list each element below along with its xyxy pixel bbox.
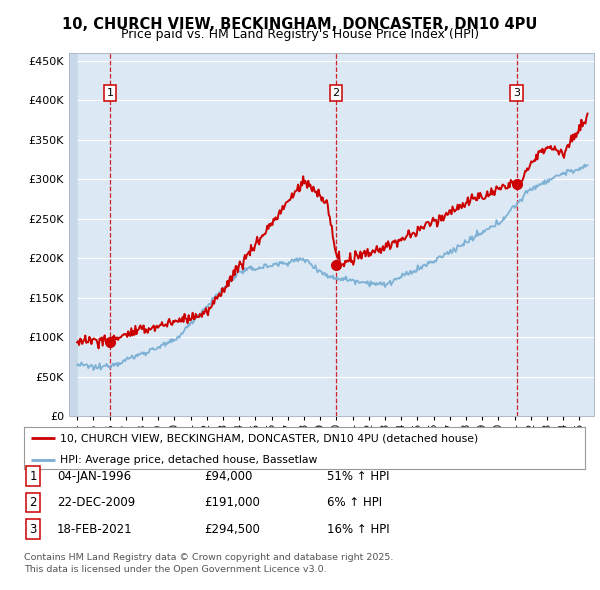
Text: 1: 1: [29, 470, 37, 483]
Text: £94,000: £94,000: [204, 470, 253, 483]
Text: 3: 3: [29, 523, 37, 536]
Text: 18-FEB-2021: 18-FEB-2021: [57, 523, 133, 536]
Text: 51% ↑ HPI: 51% ↑ HPI: [327, 470, 389, 483]
Text: 3: 3: [513, 88, 520, 98]
Text: 22-DEC-2009: 22-DEC-2009: [57, 496, 135, 509]
Text: 6% ↑ HPI: 6% ↑ HPI: [327, 496, 382, 509]
Text: Contains HM Land Registry data © Crown copyright and database right 2025.
This d: Contains HM Land Registry data © Crown c…: [24, 553, 394, 574]
Text: HPI: Average price, detached house, Bassetlaw: HPI: Average price, detached house, Bass…: [60, 455, 317, 465]
Text: 04-JAN-1996: 04-JAN-1996: [57, 470, 131, 483]
Bar: [69, 53, 77, 416]
Text: 1: 1: [107, 88, 113, 98]
Text: Price paid vs. HM Land Registry's House Price Index (HPI): Price paid vs. HM Land Registry's House …: [121, 28, 479, 41]
Text: 16% ↑ HPI: 16% ↑ HPI: [327, 523, 389, 536]
Text: 10, CHURCH VIEW, BECKINGHAM, DONCASTER, DN10 4PU (detached house): 10, CHURCH VIEW, BECKINGHAM, DONCASTER, …: [60, 434, 478, 444]
Text: 2: 2: [29, 496, 37, 509]
Text: £294,500: £294,500: [204, 523, 260, 536]
Text: 10, CHURCH VIEW, BECKINGHAM, DONCASTER, DN10 4PU: 10, CHURCH VIEW, BECKINGHAM, DONCASTER, …: [62, 17, 538, 31]
Text: £191,000: £191,000: [204, 496, 260, 509]
Text: 2: 2: [332, 88, 340, 98]
